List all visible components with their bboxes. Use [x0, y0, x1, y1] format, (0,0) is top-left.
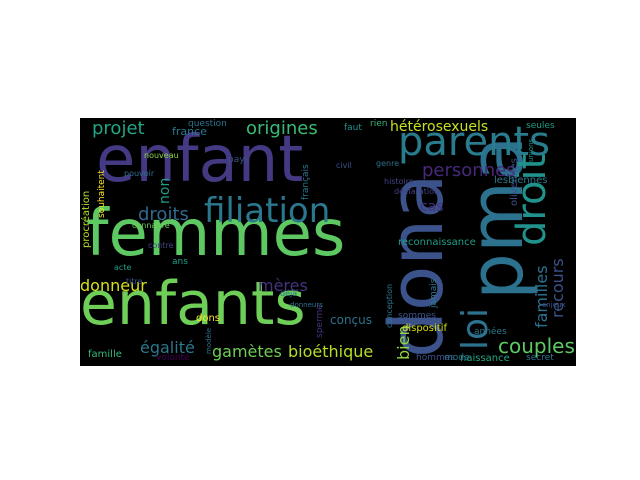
- word-genre: genre: [376, 159, 400, 168]
- word-couples: couples: [498, 334, 575, 358]
- word-enfants: enfants: [80, 269, 306, 339]
- word-filiation: filiation: [204, 191, 331, 231]
- word-connaitre: connaître: [132, 221, 170, 230]
- word-lesbiennes: lesbiennes: [494, 175, 548, 186]
- word-faut: faut: [344, 123, 362, 133]
- word-contre: contre: [148, 241, 174, 250]
- word-volonte: volonté: [156, 353, 190, 363]
- word-familles: familles: [532, 265, 551, 328]
- word-rien: rien: [370, 119, 388, 129]
- word-seules: seules: [526, 121, 555, 131]
- word-pouvoir: pouvoir: [124, 169, 155, 178]
- word-famille: famille: [88, 349, 122, 360]
- word-souhaitent: souhaitent: [97, 170, 107, 218]
- word-donneurs: donneurs: [290, 301, 323, 309]
- word-recours: recours: [548, 258, 567, 318]
- word-jamais: jamais: [429, 278, 439, 309]
- word-naissance: naissance: [460, 353, 510, 364]
- word-femmes: femmes: [86, 197, 346, 271]
- word-titre: titre: [126, 277, 143, 286]
- word-annees: années: [474, 327, 507, 337]
- word-parents: parents: [398, 119, 550, 165]
- word-enfant: enfant: [96, 123, 304, 197]
- word-declaration: déclaration: [394, 187, 440, 196]
- word-question: question: [188, 119, 227, 129]
- word-sommes: sommes: [398, 311, 436, 321]
- word-non: non: [157, 177, 173, 204]
- word-concus: conçus: [330, 313, 372, 327]
- word-meres: mères: [258, 276, 308, 295]
- word-hommes: hommes: [416, 353, 455, 363]
- word-cloud: enfant femmes enfants pma dona parents d…: [80, 118, 576, 366]
- word-civil: civil: [336, 161, 352, 170]
- word-deja: déjà: [280, 289, 298, 298]
- word-france: france: [172, 125, 207, 138]
- word-droits: droits: [138, 204, 189, 225]
- word-bioethique: bioéthique: [288, 342, 374, 361]
- word-heterosexuels: hétérosexuels: [390, 119, 489, 135]
- word-personnes: personnes: [422, 160, 516, 181]
- word-mode: mode: [444, 353, 470, 363]
- word-pays: pays: [228, 155, 250, 165]
- word-enjeux: enjeux: [542, 301, 566, 309]
- word-egalite: égalité: [140, 338, 195, 357]
- word-secret: secret: [526, 353, 554, 363]
- word-acte: acte: [114, 263, 132, 272]
- word-sperme: sperme: [315, 304, 325, 338]
- word-reconnaissance: reconnaissance: [398, 237, 476, 248]
- word-projet: projet: [92, 118, 145, 139]
- word-cas: cas: [420, 199, 444, 215]
- word-origines: origines: [246, 118, 318, 139]
- word-donneur: donneur: [80, 276, 147, 295]
- word-modele: modèle: [205, 327, 213, 354]
- word-nouveau: nouveau: [144, 151, 179, 160]
- word-francais: français: [301, 164, 311, 200]
- word-ans: ans: [172, 257, 188, 267]
- word-unions: unions: [527, 138, 535, 162]
- word-procreation: procréation: [81, 190, 92, 248]
- word-dons: dons: [196, 313, 221, 324]
- word-conception: conception: [385, 283, 394, 328]
- word-gametes: gamètes: [212, 342, 282, 361]
- word-dispositif: dispositif: [402, 323, 448, 334]
- word-histoire: histoire: [384, 177, 414, 186]
